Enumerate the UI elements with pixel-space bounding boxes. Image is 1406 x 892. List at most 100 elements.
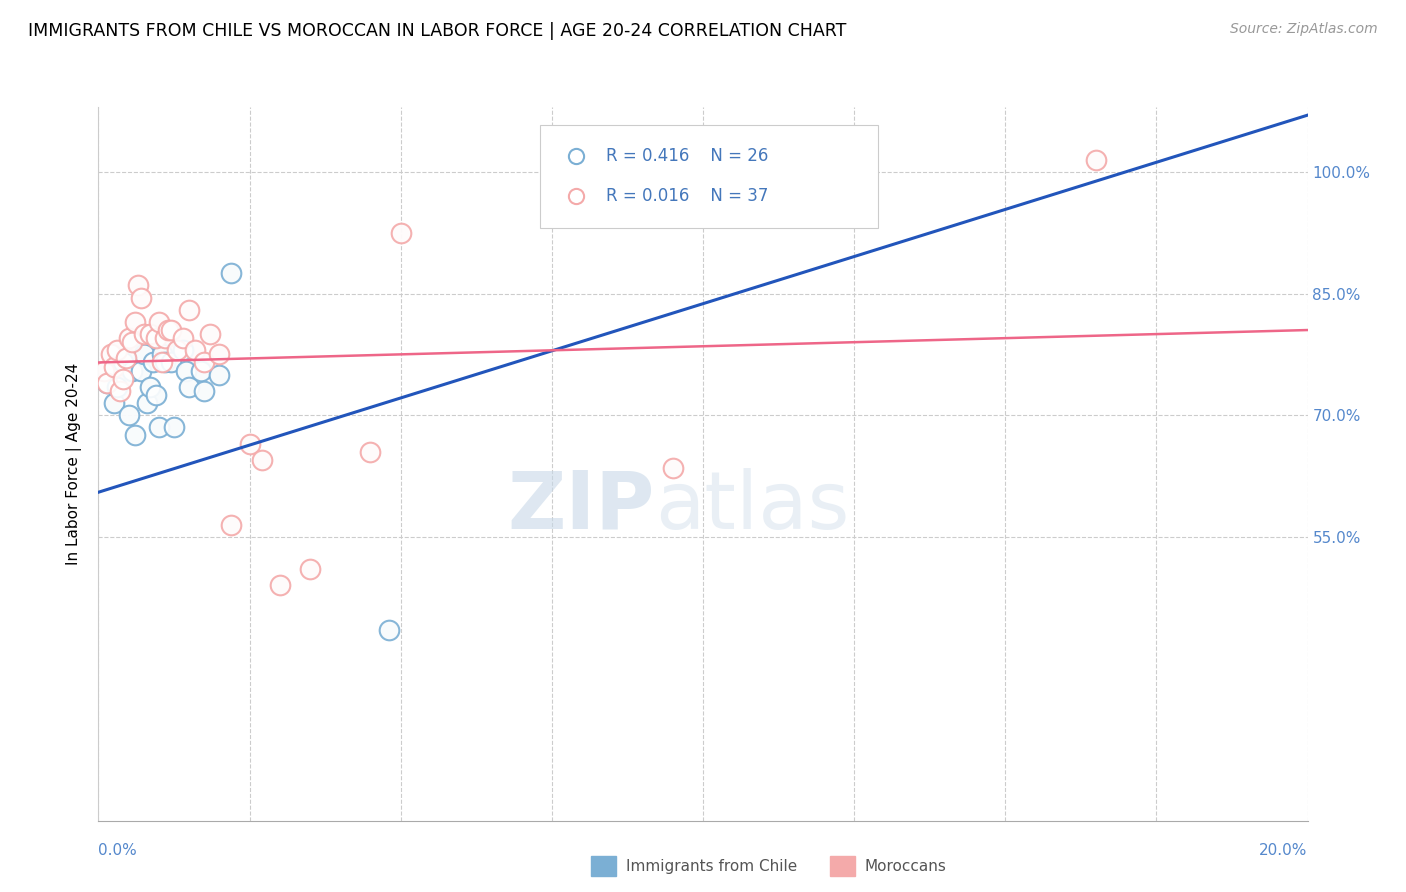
Point [153,331,176,345]
Point [135,396,157,410]
Point [299,562,322,576]
Point [105,380,128,394]
Point [153,355,176,369]
Point [135,396,157,410]
Point [221,266,243,280]
Point [111,355,134,369]
Point [139,380,162,394]
Point [124,428,146,442]
Point [250,452,273,467]
Point [160,323,183,337]
Point [221,517,243,532]
Point [118,331,141,345]
Point [127,278,149,293]
Point [111,355,134,369]
Point [121,363,143,377]
Point [132,327,155,342]
Point [200,327,222,342]
Point [172,331,194,345]
Point [129,363,152,377]
Point [142,355,165,369]
Point [172,343,194,358]
Point [160,355,183,369]
Point [145,388,167,402]
Point [150,347,173,361]
Point [118,331,141,345]
Point [148,315,170,329]
Point [360,444,382,458]
Point [160,323,183,337]
Point [145,331,167,345]
Point [124,315,146,329]
Point [93,363,115,377]
Text: Immigrants from Chile: Immigrants from Chile [626,859,797,873]
Point [103,359,125,374]
Point [105,343,128,358]
Point [269,578,291,592]
Point [132,347,155,361]
Point [139,327,162,342]
Point [172,331,194,345]
Point [179,302,201,317]
Point [111,372,134,386]
Point [96,376,118,390]
Point [389,226,412,240]
Point [174,363,197,377]
Point [111,372,134,386]
Point [132,347,155,361]
Point [145,388,167,402]
Point [1085,153,1108,167]
Point [156,323,179,337]
Point [103,396,125,410]
Point [127,278,149,293]
Point [193,384,215,398]
Point [193,355,215,369]
Text: R = 0.416    N = 26: R = 0.416 N = 26 [606,146,769,164]
Point [148,420,170,434]
Point [129,291,152,305]
Point [142,355,165,369]
Point [105,343,128,358]
Point [96,376,118,390]
Point [148,315,170,329]
Point [103,359,125,374]
Point [108,384,131,398]
Text: IMMIGRANTS FROM CHILE VS MOROCCAN IN LABOR FORCE | AGE 20-24 CORRELATION CHART: IMMIGRANTS FROM CHILE VS MOROCCAN IN LAB… [28,22,846,40]
Point [121,335,143,350]
Point [124,428,146,442]
Text: Moroccans: Moroccans [865,859,946,873]
Point [145,331,167,345]
Point [150,355,173,369]
Point [662,461,685,475]
Point [179,380,201,394]
Point [221,266,243,280]
Point [190,363,212,377]
Point [184,343,207,358]
Point [96,376,118,390]
Point [114,351,136,366]
Point [148,420,170,434]
Point [156,323,179,337]
Text: 0.0%: 0.0% [98,843,138,858]
Point [250,452,273,467]
Point [193,384,215,398]
Y-axis label: In Labor Force | Age 20-24: In Labor Force | Age 20-24 [66,363,83,565]
Point [239,436,262,450]
Point [269,578,291,592]
Point [208,368,231,382]
Point [208,347,231,361]
Point [389,226,412,240]
Point [221,517,243,532]
Point [163,420,186,434]
Text: ZIP: ZIP [508,467,655,546]
Point [93,363,115,377]
Point [103,396,125,410]
Point [139,327,162,342]
Point [163,420,186,434]
Point [124,315,146,329]
Point [360,444,382,458]
Point [239,436,262,450]
Point [100,347,122,361]
Point [190,363,212,377]
Point [150,347,173,361]
